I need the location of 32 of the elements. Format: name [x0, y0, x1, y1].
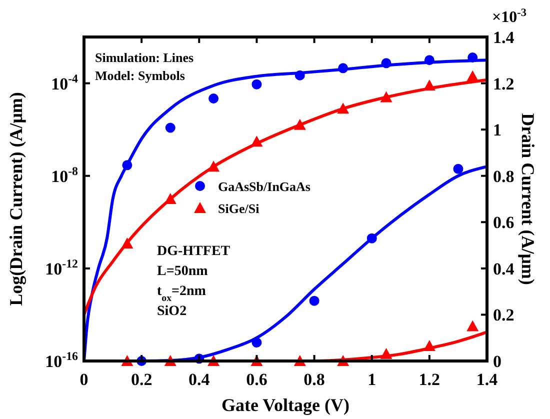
x-tick-label: 0.8 — [304, 370, 325, 389]
x-tick-label: 1.4 — [476, 370, 498, 389]
annotation: t$_{ox}$=2nm — [157, 284, 206, 304]
x-tick-label: 0.4 — [188, 370, 210, 389]
y2-tick-label: 0 — [493, 352, 502, 371]
legend-label: SiGe/Si — [218, 201, 260, 216]
y-tick-label: 10$^{-8}$ — [51, 164, 78, 186]
annotation: SiO2 — [157, 304, 187, 319]
x-tick-label: 0 — [80, 370, 88, 389]
y2-tick-label: 1.4 — [493, 28, 515, 47]
annotation: DG-HTFET — [157, 244, 231, 259]
annotation: Simulation: Lines — [95, 50, 194, 65]
y2-tick-label: 0.2 — [493, 306, 514, 325]
x-tick-label: 1 — [368, 370, 376, 389]
annotation: L=50nm — [157, 264, 208, 279]
y-axis-title: Log(Drain Current) (A/μm) — [6, 92, 26, 306]
text: ×10$^{-3}$ — [492, 7, 527, 26]
x-tick-label: 1.2 — [418, 370, 440, 389]
y-tick-label: 10$^{-4}$ — [51, 71, 78, 94]
annotation: Model: Symbols — [95, 68, 185, 83]
y2-tick-label: 0.8 — [493, 166, 514, 186]
x-tick-label: 0.2 — [130, 370, 152, 389]
y2-axis-title: Drain Current (A/μm) — [518, 113, 538, 285]
y-tick-label: 10$^{-16}$ — [45, 349, 78, 371]
x-axis-title: Gate Voltage (V) — [222, 395, 350, 415]
y2-tick-label: 0.6 — [493, 213, 514, 232]
y2-tick-label: 0.4 — [493, 259, 515, 278]
y2-tick-label: 1.2 — [493, 74, 514, 94]
x-tick-label: 0.6 — [246, 370, 268, 389]
y2-tick-label: 1 — [493, 120, 502, 140]
legend-label: GaAsSb/InGaAs — [218, 179, 310, 194]
y-tick-label: 10$^{-12}$ — [45, 256, 78, 278]
